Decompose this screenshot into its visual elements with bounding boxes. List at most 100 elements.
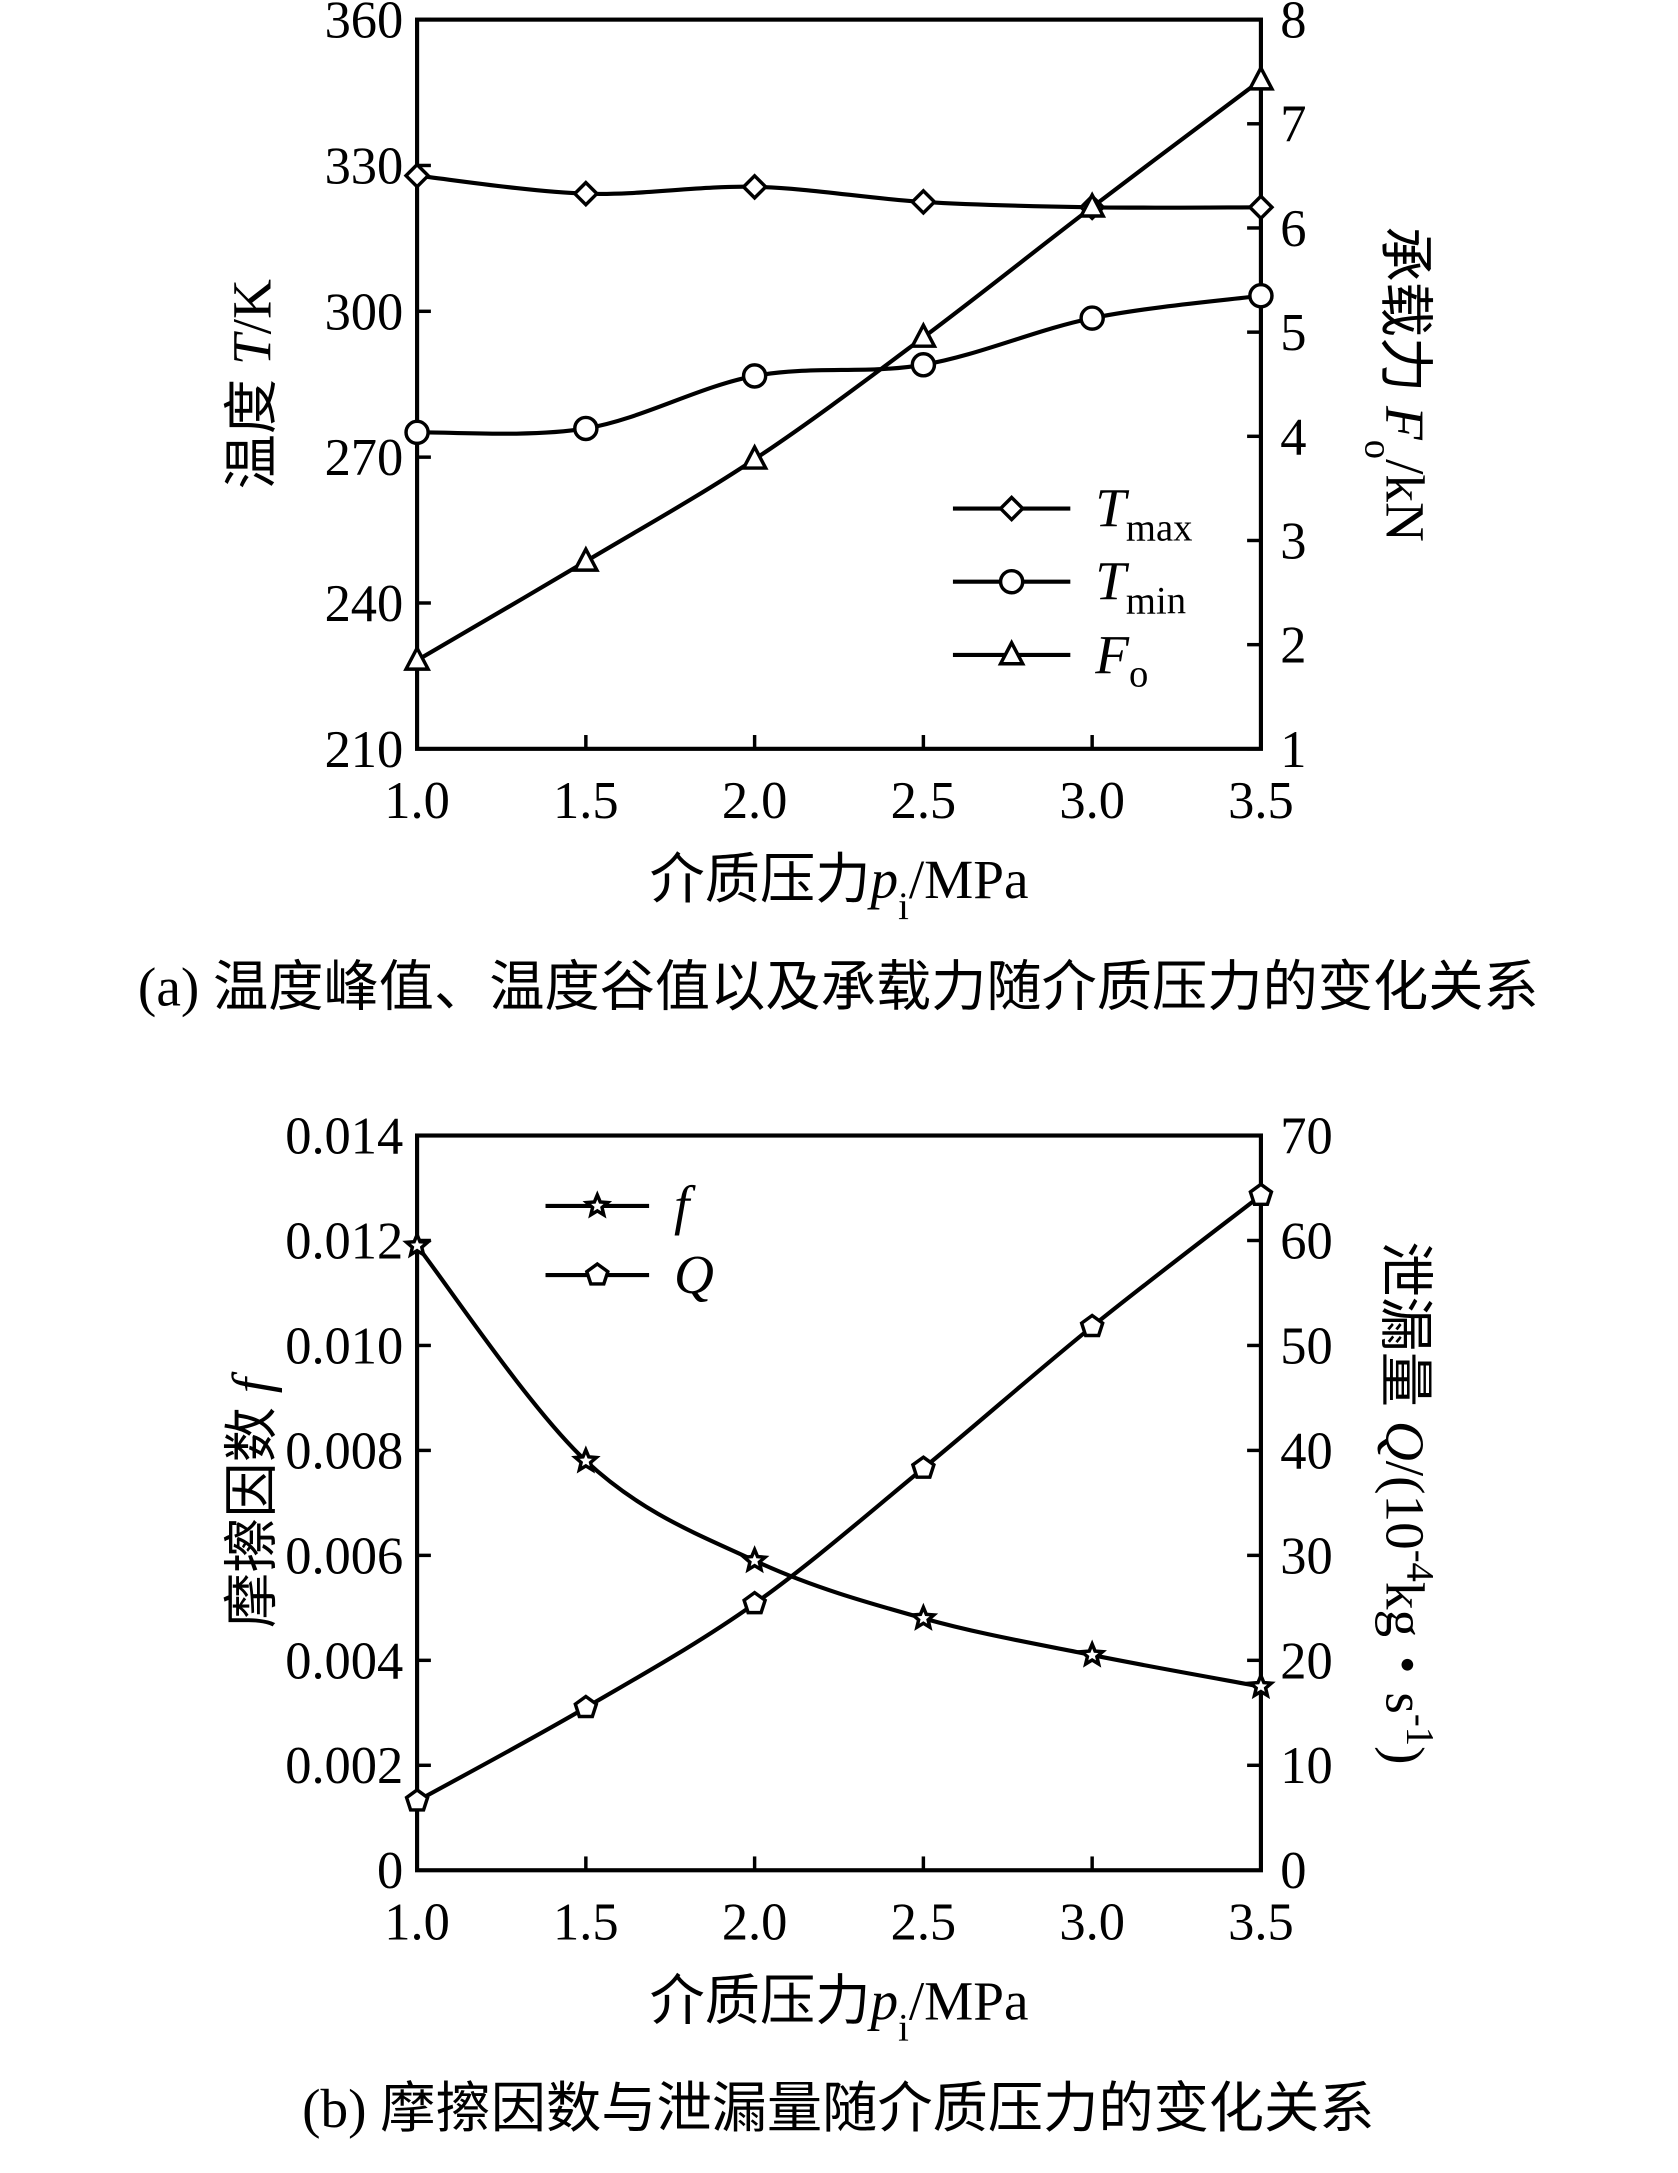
marker <box>908 1602 939 1631</box>
x-tick-label: 2.0 <box>722 1893 788 1951</box>
y-tick-label: 0.008 <box>285 1422 403 1480</box>
y-tick-label: 0.014 <box>285 1107 403 1165</box>
x-axis-label-part: i <box>898 886 909 928</box>
y2-axis-label: 泄漏量 Q/(10-4kg・s-1) <box>1375 1241 1441 1764</box>
caption: (b) 摩擦因数与泄漏量随介质压力的变化关系 <box>302 2078 1374 2139</box>
y2-tick-label: 10 <box>1280 1737 1332 1795</box>
y2-axis-label-part: /kN <box>1375 459 1436 542</box>
y-axis-label-part: /K <box>222 279 283 334</box>
marker <box>573 1694 599 1719</box>
y2-tick-label: 30 <box>1280 1527 1332 1585</box>
y-axis-label: 摩擦因数 f <box>222 1371 283 1628</box>
x-tick-label: 1.0 <box>384 772 450 830</box>
marker <box>404 1787 430 1812</box>
series-line <box>416 173 1261 210</box>
legend-marker <box>998 568 1025 595</box>
marker <box>741 173 769 201</box>
y-tick-label: 0.012 <box>285 1212 403 1270</box>
marker <box>1079 305 1105 331</box>
y2-axis-label-part: kg・s <box>1375 1582 1436 1714</box>
y-tick-label: 0.010 <box>285 1317 403 1375</box>
y2-axis-label-part: o <box>1357 440 1399 459</box>
marker <box>1078 191 1107 218</box>
y2-axis-label-part: -1 <box>1399 1714 1441 1746</box>
y2-tick-label: 1 <box>1280 721 1306 779</box>
x-tick-label: 2.0 <box>722 772 788 830</box>
marker <box>571 1445 601 1474</box>
series-line <box>416 78 1263 663</box>
legend-label: Fo <box>1094 624 1148 696</box>
marker <box>909 321 938 348</box>
legend-label: Q <box>674 1244 714 1305</box>
x-tick-label: 2.5 <box>891 1893 957 1951</box>
y2-tick-label: 5 <box>1280 304 1306 362</box>
legend-marker <box>998 495 1026 523</box>
y-tick-label: 0 <box>377 1842 403 1900</box>
caption: (a) 温度峰值、温度谷值以及承载力随介质压力的变化关系 <box>138 957 1539 1018</box>
x-tick-label: 3.5 <box>1228 1893 1294 1951</box>
y-tick-label: 0.002 <box>285 1737 403 1795</box>
legend-name: F <box>1094 624 1130 685</box>
marker <box>910 1455 936 1479</box>
x-tick-label: 1.5 <box>553 1893 619 1951</box>
x-axis-label-part: 介质压力 <box>649 849 870 910</box>
marker <box>1077 1639 1107 1668</box>
marker <box>742 1590 768 1615</box>
y-tick-label: 240 <box>325 575 404 633</box>
y2-axis-label: 承载力 Fo/kN <box>1357 226 1436 541</box>
x-axis-label-part: p <box>866 849 898 910</box>
x-axis-label: 介质压力pi/MPa <box>649 849 1028 928</box>
x-axis-label-part: i <box>898 2007 909 2049</box>
legend-name: T <box>1095 551 1129 612</box>
y-axis-label-part: 摩擦因数 <box>222 1393 283 1628</box>
y2-axis-label-part: /(10 <box>1375 1461 1436 1550</box>
marker <box>1247 64 1275 91</box>
y-tick-label: 360 <box>325 0 404 50</box>
marker <box>404 419 430 446</box>
y2-axis-label-part: ) <box>1375 1746 1436 1764</box>
marker <box>741 363 768 389</box>
x-axis-label: 介质压力pi/MPa <box>649 1970 1028 2049</box>
marker <box>402 1230 432 1259</box>
legend-sub: o <box>1129 654 1148 696</box>
x-axis-label-part: p <box>866 1970 898 2031</box>
marker <box>403 644 431 671</box>
y2-tick-label: 8 <box>1280 0 1306 50</box>
legend-name: f <box>674 1175 696 1236</box>
x-axis-label-part: /MPa <box>909 1970 1029 2031</box>
y2-axis-label-part: 泄漏量 <box>1375 1241 1436 1421</box>
y-tick-label: 300 <box>325 283 404 341</box>
y2-tick-label: 70 <box>1280 1107 1332 1165</box>
legend-name: T <box>1095 477 1129 538</box>
legend-sub: max <box>1126 507 1193 549</box>
marker <box>910 352 937 378</box>
plot-frame <box>415 1133 1263 1873</box>
y2-tick-label: 0 <box>1280 1842 1306 1900</box>
marker <box>403 162 431 190</box>
legend-label: Tmax <box>1095 477 1192 549</box>
marker <box>1247 193 1275 221</box>
y-axis-label: 温度 T/K <box>222 279 283 489</box>
y-tick-label: 0.006 <box>285 1527 403 1585</box>
y-axis-label-part: f <box>222 1371 283 1393</box>
y-tick-label: 270 <box>325 429 404 487</box>
marker <box>740 443 769 470</box>
marker <box>572 180 600 208</box>
legend-name: Q <box>674 1244 714 1305</box>
x-tick-label: 1.5 <box>553 772 619 830</box>
legend-marker <box>584 1261 610 1286</box>
y2-tick-label: 2 <box>1280 617 1306 675</box>
y2-tick-label: 60 <box>1280 1212 1332 1270</box>
legend-label: Tmin <box>1095 551 1186 623</box>
y2-tick-label: 7 <box>1280 96 1306 154</box>
x-tick-label: 2.5 <box>891 772 957 830</box>
marker <box>739 1545 770 1574</box>
x-tick-label: 3.0 <box>1059 772 1125 830</box>
marker <box>571 545 600 572</box>
plot-frame <box>415 17 1263 751</box>
y-tick-label: 210 <box>325 721 404 779</box>
marker <box>573 415 599 442</box>
legend-marker <box>582 1190 613 1219</box>
x-tick-label: 3.5 <box>1228 772 1294 830</box>
y2-tick-label: 3 <box>1280 512 1306 570</box>
